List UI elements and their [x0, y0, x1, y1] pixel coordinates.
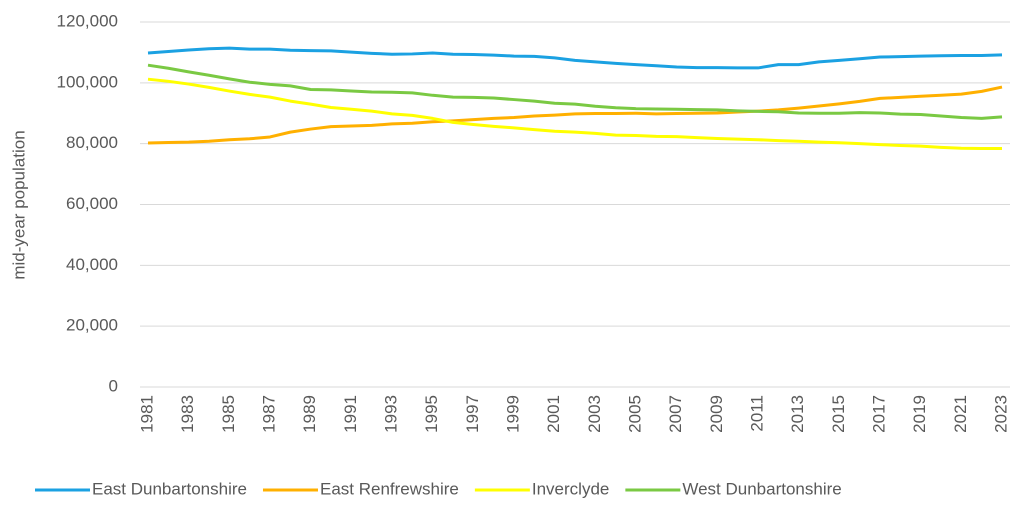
y-tick-label: 80,000	[66, 133, 118, 152]
x-tick-label: 2001	[544, 395, 563, 433]
x-tick-label: 1989	[300, 395, 319, 433]
x-tick-label: 2015	[829, 395, 848, 433]
x-tick-label: 1993	[381, 395, 400, 433]
x-tick-label: 2005	[625, 395, 644, 433]
x-tick-label: 2009	[707, 395, 726, 433]
y-tick-label: 40,000	[66, 255, 118, 274]
x-tick-label: 1991	[341, 395, 360, 433]
x-tick-label: 2011	[747, 395, 766, 432]
x-tick-label: 1987	[259, 395, 278, 433]
x-tick-label: 1985	[219, 395, 238, 433]
legend-label: East Renfrewshire	[320, 479, 459, 498]
x-tick-label: 2013	[788, 395, 807, 433]
series-line	[147, 77, 1002, 151]
x-tick-label: 2003	[585, 395, 604, 433]
x-tick-label: 1999	[503, 395, 522, 433]
legend-label: Inverclyde	[532, 479, 609, 498]
y-tick-label: 20,000	[66, 316, 118, 335]
x-tick-label: 1997	[463, 395, 482, 433]
y-tick-label: 60,000	[66, 194, 118, 213]
x-tick-label: 2021	[951, 395, 970, 433]
y-tick-label: 100,000	[57, 72, 118, 91]
x-tick-label: 2023	[991, 395, 1010, 433]
x-tick-label: 2007	[666, 395, 685, 433]
x-tick-label: 2017	[869, 395, 888, 433]
x-tick-label: 1983	[178, 395, 197, 433]
series-line	[147, 46, 1003, 70]
series-line	[147, 85, 1003, 145]
y-axis-label: mid-year population	[9, 130, 28, 279]
x-tick-label: 1981	[137, 395, 156, 433]
y-tick-label: 120,000	[57, 11, 118, 30]
x-tick-label: 1995	[422, 395, 441, 433]
legend-label: West Dunbartonshire	[682, 479, 841, 498]
series-line	[147, 63, 1003, 120]
y-tick-label: 0	[109, 376, 118, 395]
legend-label: East Dunbartonshire	[92, 479, 247, 498]
x-tick-label: 2019	[910, 395, 929, 433]
